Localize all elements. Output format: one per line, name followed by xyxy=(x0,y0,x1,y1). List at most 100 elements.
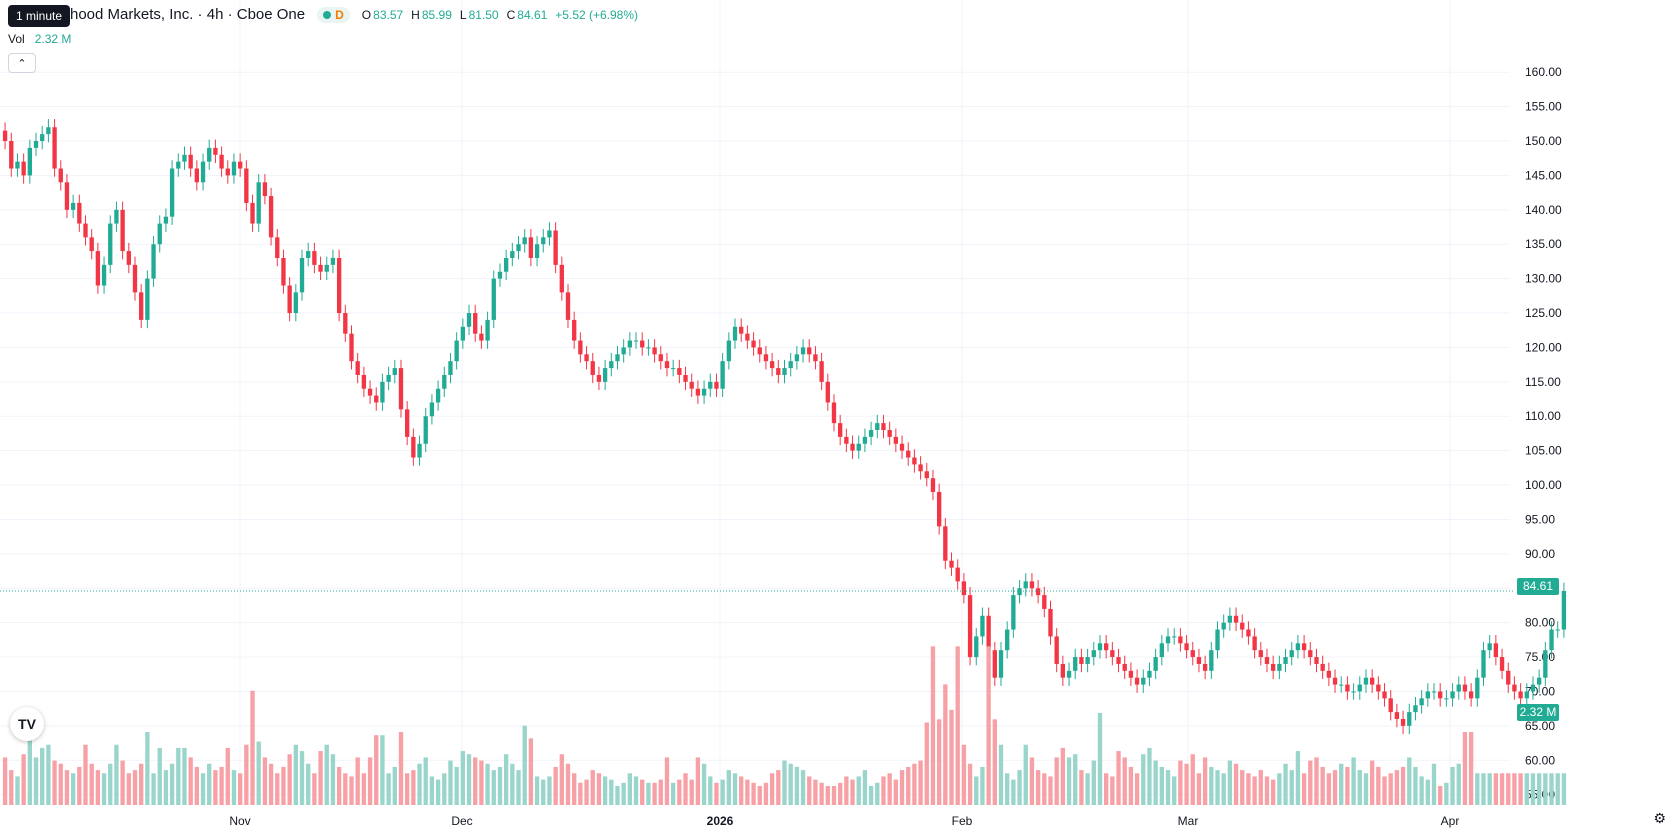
volume-bar xyxy=(120,760,125,805)
x-tick-label: Nov xyxy=(229,814,250,828)
candle-body xyxy=(1425,691,1430,699)
candle-body xyxy=(33,141,39,148)
volume-bar xyxy=(1425,779,1430,805)
volume-bar xyxy=(1382,776,1387,805)
candle-body xyxy=(596,374,602,382)
volume-bar xyxy=(1264,776,1270,805)
market-status-pill[interactable]: D xyxy=(317,6,350,23)
volume-bar xyxy=(1450,766,1455,805)
candle-body xyxy=(466,313,472,327)
volume-bar xyxy=(541,779,546,805)
candle-body xyxy=(875,423,880,430)
volume-bar xyxy=(1499,773,1505,805)
volume-bar xyxy=(1103,773,1109,805)
volume-bar xyxy=(1413,766,1418,805)
volume-bar xyxy=(930,646,936,805)
volume-bar xyxy=(912,763,917,805)
volume-bar xyxy=(1196,773,1202,805)
candle-body xyxy=(40,134,45,142)
volume-bar xyxy=(868,785,874,805)
volume-bar xyxy=(528,738,534,805)
volume-bar xyxy=(683,773,688,805)
volume-bar xyxy=(609,779,614,805)
volume-bar xyxy=(275,773,280,805)
candle-body xyxy=(1376,684,1381,692)
volume-label[interactable]: Vol xyxy=(8,32,25,46)
last-volume-tag: 2.32 M xyxy=(1517,704,1559,721)
volume-bar xyxy=(1506,773,1511,805)
volume-bar xyxy=(627,773,633,805)
volume-bar xyxy=(1555,773,1560,805)
volume-bar xyxy=(844,776,849,805)
candle-body xyxy=(751,340,756,348)
volume-bar xyxy=(1283,763,1288,805)
volume-bar xyxy=(1066,757,1072,805)
volume-bar xyxy=(1462,732,1468,805)
candle-body xyxy=(299,257,305,293)
candle-body xyxy=(52,127,57,169)
candle-body xyxy=(887,430,892,437)
volume-bar xyxy=(250,690,255,805)
tradingview-logo-icon[interactable]: TV xyxy=(10,707,44,741)
volume-bar xyxy=(1215,770,1220,805)
candle-body xyxy=(448,361,453,375)
candle-body xyxy=(435,388,441,403)
candle-body xyxy=(936,491,942,527)
volume-bar xyxy=(763,782,769,805)
candle-body xyxy=(336,257,342,314)
candle-body xyxy=(992,650,997,678)
candle-body xyxy=(306,251,311,258)
volume-bar xyxy=(918,760,923,805)
volume-bar xyxy=(108,763,113,805)
candle-body xyxy=(757,347,762,355)
candle-body xyxy=(83,223,88,238)
candle-body xyxy=(77,202,82,224)
candle-body xyxy=(454,340,459,362)
volume-bar xyxy=(677,779,682,805)
volume-bar xyxy=(194,766,200,805)
volume-bar xyxy=(695,757,701,805)
candle-body xyxy=(268,196,274,238)
volume-bar xyxy=(157,747,162,805)
volume-bar xyxy=(386,773,391,805)
candle-body xyxy=(1487,643,1492,651)
volume-bar xyxy=(312,773,317,805)
symbol-title[interactable]: hood Markets, Inc. · 4h · Cboe One xyxy=(70,6,306,23)
x-tick-label: Feb xyxy=(952,814,973,828)
last-price-tag: 84.61 xyxy=(1517,578,1559,595)
volume-bar xyxy=(584,779,589,805)
collapse-legend-button[interactable]: ⌃ xyxy=(8,53,36,73)
volume-bar xyxy=(40,747,45,805)
volume-bar xyxy=(708,776,713,805)
volume-bar xyxy=(1184,763,1189,805)
candle-body xyxy=(1301,643,1307,651)
candle-body xyxy=(1555,629,1560,631)
volume-bar xyxy=(398,732,404,805)
ohlc-values: O 83.57 H 85.99 L 81.50 C 84.61 +5.52 (+6.98… xyxy=(362,8,644,22)
candle-body xyxy=(572,319,577,341)
volume-bar xyxy=(967,763,973,805)
volume-bar xyxy=(1134,773,1140,805)
candle-body xyxy=(1506,670,1511,685)
candle-body xyxy=(646,347,651,349)
candle-body xyxy=(856,443,861,451)
volume-bar xyxy=(522,725,527,805)
volume-bar xyxy=(1178,760,1183,805)
volume-bar xyxy=(349,776,354,805)
volume-bar xyxy=(182,747,187,805)
candle-body xyxy=(497,271,503,279)
candle-body xyxy=(1165,636,1171,644)
x-tick-label: 2026 xyxy=(707,814,734,828)
candle-body xyxy=(862,436,868,444)
volume-bar xyxy=(831,785,837,805)
candle-body xyxy=(1215,629,1220,651)
settings-icon[interactable]: ⚙ xyxy=(1653,810,1666,826)
volume-bar xyxy=(126,773,131,805)
volume-bar xyxy=(1388,773,1393,805)
volume-bar xyxy=(1357,770,1362,805)
candle-body xyxy=(151,244,156,279)
candle-body xyxy=(1264,657,1270,664)
candle-body xyxy=(1190,650,1195,658)
candle-body xyxy=(565,292,571,320)
